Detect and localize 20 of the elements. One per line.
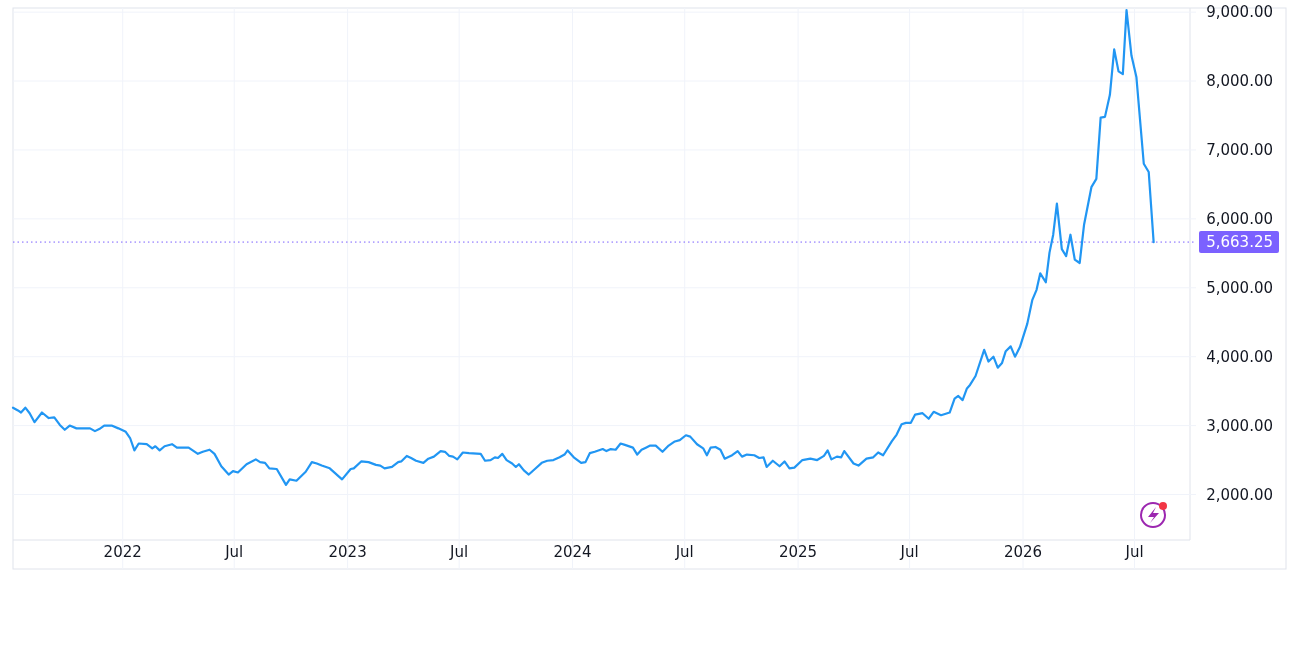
x-tick-label: Jul <box>899 543 919 561</box>
x-tick-label: 2024 <box>553 543 592 561</box>
x-tick-label: Jul <box>674 543 694 561</box>
y-tick-label: 2,000.00 <box>1206 485 1273 504</box>
y-tick-label: 9,000.00 <box>1206 3 1273 22</box>
x-tick-label: Jul <box>224 543 244 561</box>
x-tick-label: 2025 <box>778 543 818 561</box>
x-tick-label: Jul <box>1124 543 1144 561</box>
x-tick-label: 2026 <box>1003 543 1043 561</box>
y-tick-label: 8,000.00 <box>1206 72 1273 91</box>
y-tick-label: 7,000.00 <box>1206 140 1273 159</box>
y-tick-label: 3,000.00 <box>1206 416 1273 435</box>
x-tick-label: 2022 <box>103 543 142 561</box>
y-tick-label: 5,000.00 <box>1206 278 1273 297</box>
ref-line-label: 5,663.25 <box>1206 233 1273 252</box>
line-series <box>11 8 1155 486</box>
y-tick-label: 6,000.00 <box>1206 209 1273 228</box>
y-tick-label: 4,000.00 <box>1206 347 1273 366</box>
x-tick-label: 2023 <box>328 543 367 561</box>
x-tick-label: Jul <box>449 543 469 561</box>
